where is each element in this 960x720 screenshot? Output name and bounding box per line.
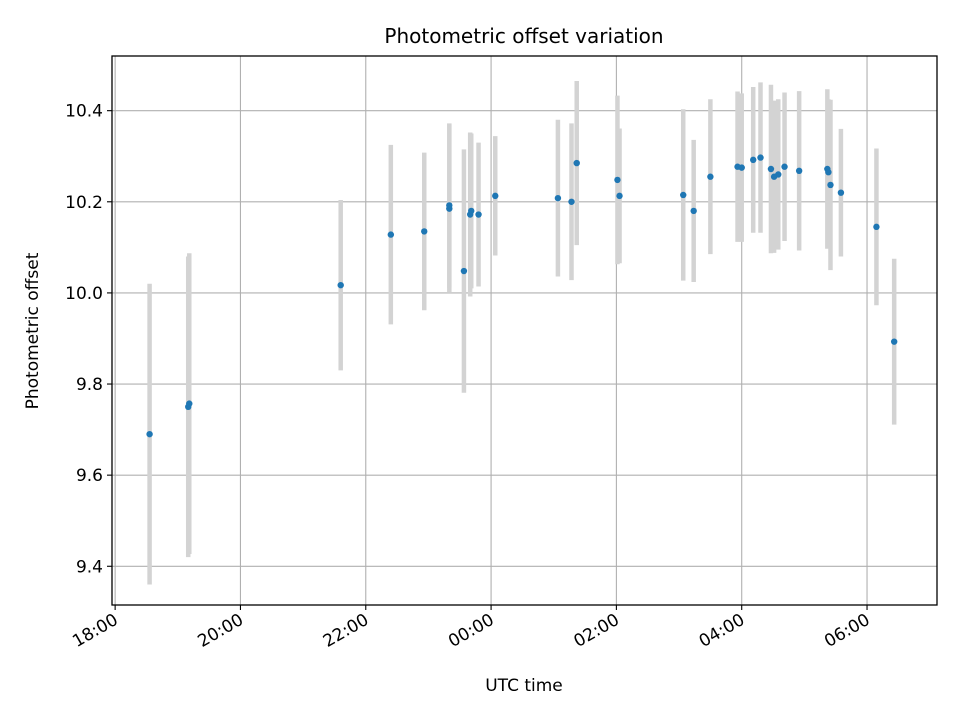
data-point — [827, 181, 834, 189]
chart-title: Photometric offset variation — [384, 24, 663, 48]
data-point — [554, 194, 562, 202]
data-point — [446, 202, 453, 209]
y-tick-label: 9.6 — [76, 466, 103, 486]
y-tick-label: 10.4 — [65, 102, 103, 122]
data-point — [781, 163, 788, 170]
data-point — [616, 192, 623, 200]
data-point — [337, 281, 344, 289]
plot-frame — [111, 55, 938, 606]
data-point — [775, 171, 782, 178]
data-point — [873, 223, 880, 231]
data-point — [690, 207, 697, 215]
data-point — [738, 164, 745, 171]
data-point — [614, 176, 621, 184]
y-tick-label: 9.8 — [76, 375, 103, 395]
data-point — [573, 159, 580, 167]
data-point — [568, 198, 575, 205]
data-point — [421, 228, 428, 235]
data-point — [707, 173, 714, 180]
data-point — [750, 156, 757, 164]
y-axis-label: Photometric offset — [23, 252, 43, 409]
data-point — [475, 211, 482, 218]
data-point — [757, 154, 764, 161]
y-tick-label: 10.2 — [65, 193, 103, 213]
data-points — [146, 154, 898, 438]
data-point — [468, 207, 475, 215]
data-point — [890, 338, 898, 345]
data-point — [825, 168, 832, 176]
data-point — [387, 231, 395, 238]
data-point — [460, 267, 468, 275]
data-point — [492, 192, 499, 200]
data-point — [680, 191, 687, 199]
y-axis: 9.4 9.6 9.8 10.0 10.2 10.4 — [65, 102, 112, 577]
data-point — [795, 167, 803, 175]
data-point — [767, 165, 775, 173]
y-tick-label: 10.0 — [65, 284, 103, 304]
x-axis-label: UTC time — [485, 676, 563, 696]
y-tick-label: 9.4 — [76, 557, 103, 577]
data-point — [146, 430, 153, 438]
data-point — [186, 400, 193, 407]
data-point — [837, 189, 845, 196]
